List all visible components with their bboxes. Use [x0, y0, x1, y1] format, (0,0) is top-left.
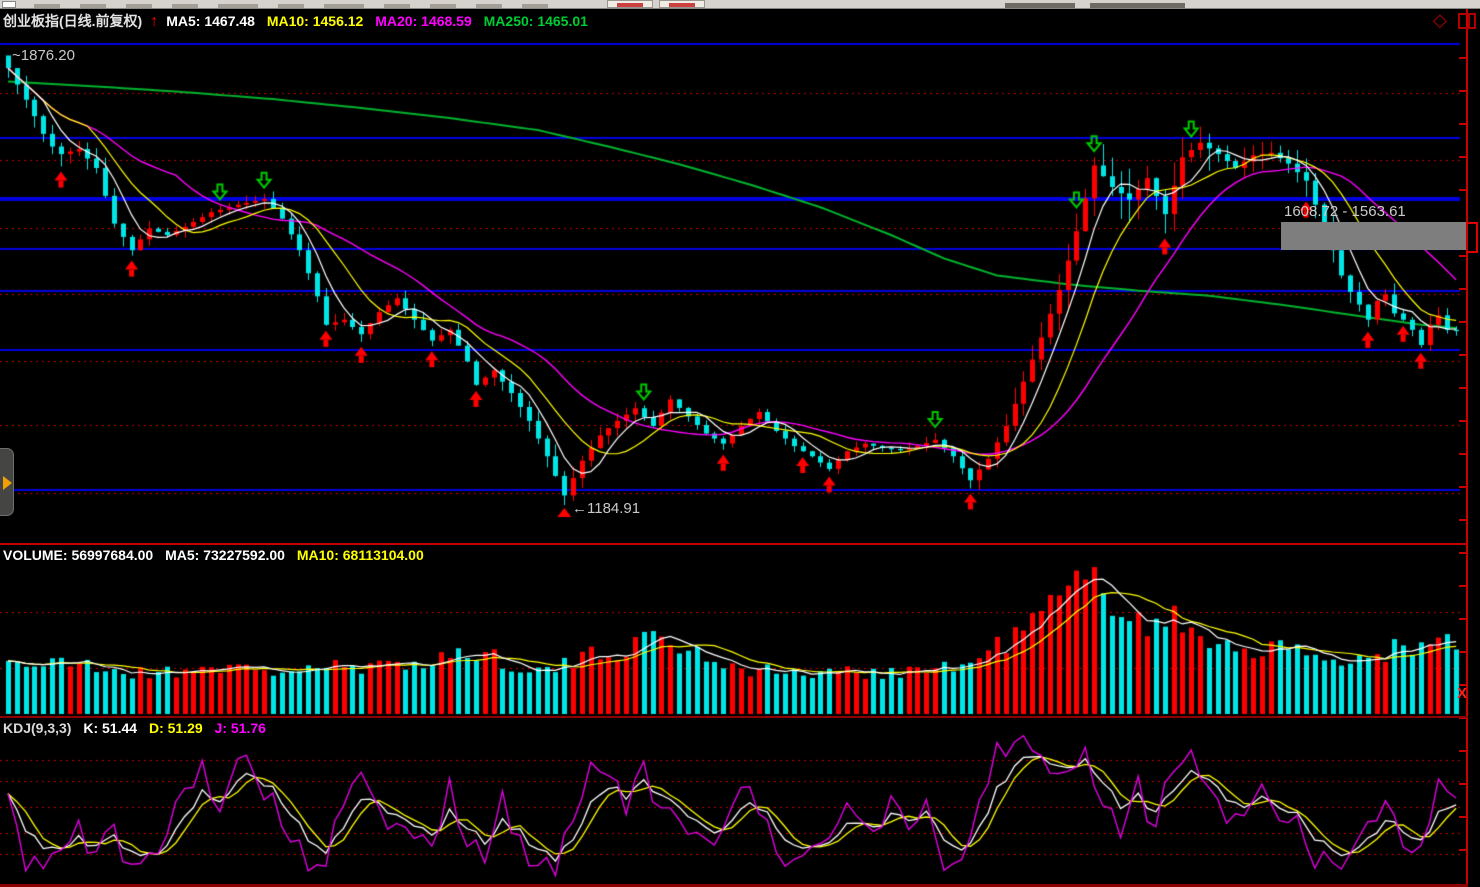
volume-chart-canvas[interactable] [0, 545, 1466, 716]
kdj-panel-header: KDJ(9,3,3) K: 51.44 D: 51.29 J: 51.76 [3, 720, 274, 736]
bottom-border [0, 884, 1468, 887]
price-volume-divider[interactable] [0, 543, 1468, 545]
ma250-value: MA250: 1465.01 [483, 13, 588, 29]
menu-item[interactable] [522, 4, 548, 8]
price-range-label: 1608.72 - 1563.61 [1284, 203, 1406, 220]
price-chart-canvas[interactable] [0, 9, 1466, 543]
axis-tick [1459, 651, 1466, 653]
range-axis-tick [1466, 222, 1478, 224]
volume-value: VOLUME: 56997684.00 [3, 547, 154, 563]
volume-kdj-divider[interactable] [0, 716, 1468, 718]
volume-ma10-value: MA10: 68113104.00 [296, 547, 424, 563]
menu-item[interactable] [218, 4, 258, 8]
kdj-j-value: J: 51.76 [214, 720, 266, 736]
kdj-d-value: D: 51.29 [148, 720, 203, 736]
axis-tick [1459, 453, 1466, 455]
axis-tick [1459, 717, 1466, 719]
axis-tick [1459, 486, 1466, 488]
ma20-value: MA20: 1468.59 [375, 13, 472, 29]
axis-tick [1459, 750, 1466, 752]
toolbar-status-text [1090, 3, 1185, 8]
app-icon[interactable] [2, 1, 16, 8]
kdj-k-value: K: 51.44 [83, 720, 138, 736]
range-axis-tick [1466, 251, 1478, 253]
volume-panel-header: VOLUME: 56997684.00 MA5: 73227592.00 MA1… [3, 547, 432, 563]
price-panel-header: 创业板指(日线.前复权) ↑ MA5: 1467.48 MA10: 1456.12 … [3, 11, 596, 30]
high-price-label: ~1876.20 [12, 47, 75, 64]
kdj-chart-canvas[interactable] [0, 718, 1466, 884]
axis-tick [1459, 90, 1466, 92]
menu-item[interactable] [384, 4, 410, 8]
range-axis-bracket [1476, 222, 1478, 253]
sidebar-expand-handle[interactable] [0, 448, 14, 516]
axis-tick [1459, 156, 1466, 158]
axis-tick [1459, 387, 1466, 389]
menu-item[interactable] [172, 4, 198, 8]
axis-tick [1459, 585, 1466, 587]
ma10-value: MA10: 1456.12 [266, 13, 364, 29]
menu-item[interactable] [80, 4, 106, 8]
toolbar-status-text [1005, 3, 1075, 8]
diamond-icon[interactable]: ◇ [1433, 10, 1447, 30]
menu-item[interactable] [126, 4, 152, 8]
axis-tick [1459, 420, 1466, 422]
axis-tick [1459, 288, 1466, 290]
low-price-label: ←1184.91 [572, 500, 641, 517]
expand-arrow-icon [3, 476, 12, 490]
axis-tick [1459, 816, 1466, 818]
axis-tick [1459, 189, 1466, 191]
volume-ma5-value: MA5: 73227592.00 [165, 547, 285, 563]
axis-tick [1459, 519, 1466, 521]
menu-item[interactable] [278, 4, 304, 8]
price-axis[interactable] [1466, 9, 1468, 887]
menu-item[interactable] [34, 4, 60, 8]
close-indicator-button[interactable]: X [1457, 685, 1468, 702]
menu-item[interactable] [476, 4, 502, 8]
axis-tick [1459, 783, 1466, 785]
kdj-label: KDJ(9,3,3) [3, 720, 72, 736]
menu-item[interactable] [430, 4, 456, 8]
axis-tick [1459, 123, 1466, 125]
split-window-icon[interactable] [1458, 13, 1476, 29]
axis-tick [1459, 849, 1466, 851]
menu-item[interactable] [324, 4, 364, 8]
axis-tick [1459, 684, 1466, 686]
axis-tick [1459, 552, 1466, 554]
axis-tick [1459, 618, 1466, 620]
ma5-value: MA5: 1467.48 [166, 13, 255, 29]
axis-tick [1459, 354, 1466, 356]
axis-tick [1459, 57, 1466, 59]
symbol-title: 创业板指(日线.前复权) [3, 13, 143, 29]
price-range-selection[interactable] [1281, 222, 1466, 250]
sell-button[interactable] [659, 0, 705, 8]
toolbar-clipped[interactable] [0, 0, 1480, 9]
up-arrow-icon: ↑ [150, 13, 159, 30]
axis-tick [1459, 255, 1466, 257]
buy-button[interactable] [607, 0, 653, 8]
axis-tick [1459, 321, 1466, 323]
